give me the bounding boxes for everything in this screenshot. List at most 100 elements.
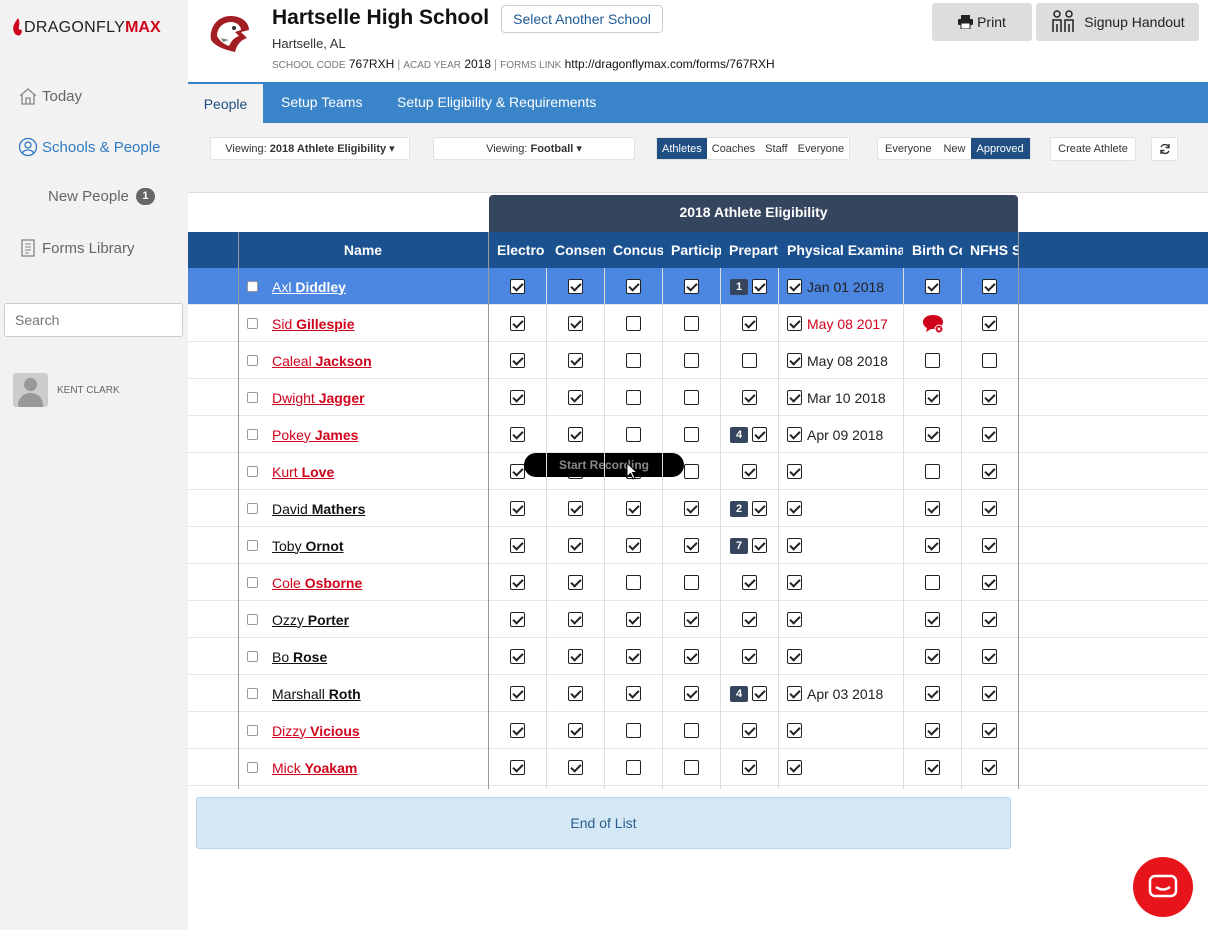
dragonflymax-logo[interactable]: DRAGONFLY MAX (12, 18, 161, 38)
requirement-checkbox[interactable] (787, 353, 802, 368)
column-header-participation[interactable]: Particip (671, 242, 721, 258)
athlete-name-link[interactable]: Pokey James (272, 427, 358, 443)
filter-athletes[interactable]: Athletes (657, 138, 707, 159)
requirement-checkbox[interactable] (684, 390, 699, 405)
requirement-checkbox[interactable] (982, 427, 997, 442)
athlete-name-link[interactable]: Toby Ornot (272, 538, 344, 554)
column-header-birth-certificate[interactable]: Birth Ce (912, 242, 962, 258)
row-select-checkbox[interactable] (247, 688, 258, 699)
requirement-checkbox[interactable] (510, 649, 525, 664)
requirement-checkbox[interactable] (684, 279, 699, 294)
athlete-name-link[interactable]: Dizzy Vicious (272, 723, 360, 739)
refresh-button[interactable] (1151, 137, 1178, 161)
chat-launcher-button[interactable] (1133, 857, 1193, 917)
requirement-checkbox[interactable] (684, 538, 699, 553)
requirement-checkbox[interactable] (684, 649, 699, 664)
requirement-checkbox[interactable] (787, 390, 802, 405)
requirement-checkbox[interactable] (626, 538, 641, 553)
requirement-checkbox[interactable] (684, 316, 699, 331)
row-select-checkbox[interactable] (247, 281, 258, 292)
requirement-checkbox[interactable] (787, 501, 802, 516)
requirement-checkbox[interactable] (752, 427, 767, 442)
requirement-checkbox[interactable] (925, 279, 940, 294)
requirement-checkbox[interactable] (510, 353, 525, 368)
upload-count-badge[interactable]: 4 (730, 426, 748, 443)
requirement-checkbox[interactable] (626, 390, 641, 405)
table-row[interactable]: David Mathers 2 (188, 490, 1208, 527)
requirement-checkbox[interactable] (982, 760, 997, 775)
requirement-checkbox[interactable] (982, 501, 997, 516)
athlete-name-link[interactable]: Sid Gillespie (272, 316, 354, 332)
athlete-name-link[interactable]: Bo Rose (272, 649, 327, 665)
requirement-checkbox[interactable] (925, 538, 940, 553)
requirement-checkbox[interactable] (925, 612, 940, 627)
filter-coaches[interactable]: Coaches (711, 143, 756, 155)
requirement-checkbox[interactable] (568, 390, 583, 405)
filter-everyone[interactable]: Everyone (797, 143, 845, 155)
requirement-checkbox[interactable] (684, 575, 699, 590)
requirement-checkbox[interactable] (510, 575, 525, 590)
requirement-checkbox[interactable] (568, 427, 583, 442)
requirement-checkbox[interactable] (787, 760, 802, 775)
table-row[interactable]: Sid Gillespie May 08 2017 (188, 305, 1208, 342)
athlete-name-link[interactable]: Ozzy Porter (272, 612, 349, 628)
requirement-checkbox[interactable] (568, 649, 583, 664)
table-row[interactable]: Kurt Love (188, 453, 1208, 490)
filter-status-approved[interactable]: Approved (970, 138, 1030, 159)
signup-handout-button[interactable]: Signup Handout (1036, 3, 1199, 41)
filter-staff[interactable]: Staff (765, 143, 788, 155)
requirement-checkbox[interactable] (752, 538, 767, 553)
requirement-checkbox[interactable] (626, 760, 641, 775)
requirement-checkbox[interactable] (568, 501, 583, 516)
athlete-name-link[interactable]: Marshall Roth (272, 686, 361, 702)
row-select-checkbox[interactable] (247, 540, 258, 551)
requirement-checkbox[interactable] (510, 501, 525, 516)
column-header-electronic[interactable]: Electro (497, 242, 545, 258)
sidebar-item-today[interactable]: Today (18, 86, 82, 106)
requirement-checkbox[interactable] (684, 464, 699, 479)
table-row[interactable]: Pokey James 4 Apr 09 2018 (188, 416, 1208, 453)
requirement-checkbox[interactable] (982, 686, 997, 701)
row-select-checkbox[interactable] (247, 577, 258, 588)
requirement-checkbox[interactable] (684, 501, 699, 516)
requirement-checkbox[interactable] (752, 501, 767, 516)
table-row[interactable]: Axl Diddley 1 Jan 01 2018 (188, 268, 1208, 305)
requirement-checkbox[interactable] (626, 723, 641, 738)
row-select-checkbox[interactable] (247, 762, 258, 773)
requirement-checkbox[interactable] (568, 316, 583, 331)
row-select-checkbox[interactable] (247, 725, 258, 736)
table-row[interactable]: Ozzy Porter (188, 601, 1208, 638)
tab-setup-eligibility[interactable]: Setup Eligibility & Requirements (397, 94, 597, 110)
row-select-checkbox[interactable] (247, 392, 258, 403)
requirement-checkbox[interactable] (510, 538, 525, 553)
user-profile[interactable]: KENT CLARK (13, 373, 120, 407)
athlete-name-link[interactable]: Kurt Love (272, 464, 334, 480)
requirement-checkbox[interactable] (568, 538, 583, 553)
forms-link[interactable]: http://dragonflymax.com/forms/767RXH (564, 57, 775, 71)
requirement-checkbox[interactable] (626, 316, 641, 331)
row-select-checkbox[interactable] (247, 466, 258, 477)
requirement-checkbox[interactable] (787, 316, 802, 331)
requirement-checkbox[interactable] (626, 353, 641, 368)
athlete-name-link[interactable]: Mick Yoakam (272, 760, 357, 776)
table-row[interactable]: Dizzy Vicious (188, 712, 1208, 749)
requirement-checkbox[interactable] (787, 538, 802, 553)
column-header-concussion[interactable]: Concus (613, 242, 663, 258)
athlete-name-link[interactable]: Cole Osborne (272, 575, 362, 591)
requirement-checkbox[interactable] (742, 316, 757, 331)
column-header-consent[interactable]: Consen (555, 242, 605, 258)
requirement-checkbox[interactable] (568, 575, 583, 590)
requirement-checkbox[interactable] (982, 612, 997, 627)
requirement-checkbox[interactable] (626, 686, 641, 701)
create-athlete-button[interactable]: Create Athlete (1050, 137, 1136, 161)
requirement-checkbox[interactable] (742, 464, 757, 479)
select-another-school-button[interactable]: Select Another School (501, 5, 663, 33)
requirement-checkbox[interactable] (982, 279, 997, 294)
table-row[interactable]: Marshall Roth 4 Apr 03 2018 (188, 675, 1208, 712)
requirement-checkbox[interactable] (510, 686, 525, 701)
requirement-checkbox[interactable] (982, 353, 997, 368)
row-select-checkbox[interactable] (247, 651, 258, 662)
requirement-checkbox[interactable] (568, 760, 583, 775)
requirement-checkbox[interactable] (684, 612, 699, 627)
requirement-checkbox[interactable] (982, 316, 997, 331)
